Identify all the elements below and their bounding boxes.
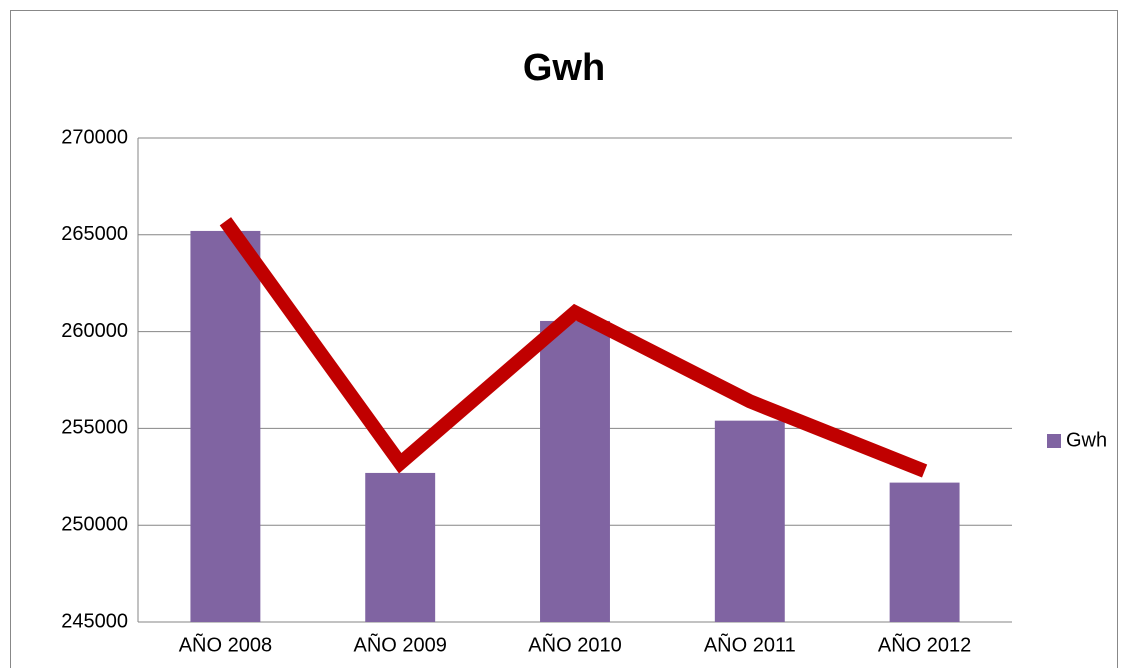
chart-title: Gwh — [523, 47, 605, 89]
bar — [190, 230, 261, 623]
line — [219, 217, 928, 478]
bar — [714, 420, 785, 622]
x-tick-label: AÑO 2008 — [179, 632, 272, 656]
y-tick-label: 270000 — [61, 126, 128, 148]
y-tick-label: 265000 — [61, 223, 128, 245]
legend-swatch — [1047, 434, 1061, 448]
legend-label: Gwh — [1066, 429, 1107, 451]
bar — [889, 482, 960, 622]
bar — [540, 320, 610, 622]
x-tick-label: AÑO 2009 — [354, 632, 447, 656]
y-tick-label: 245000 — [61, 610, 128, 632]
bar — [365, 472, 436, 622]
y-tick-label: 260000 — [61, 320, 128, 342]
x-tick-label: AÑO 2012 — [878, 632, 971, 656]
y-tick-label: 255000 — [61, 417, 128, 439]
x-tick-label: AÑO 2011 — [704, 632, 796, 656]
x-tick-label: AÑO 2010 — [528, 632, 621, 656]
y-tick-label: 250000 — [61, 513, 128, 535]
